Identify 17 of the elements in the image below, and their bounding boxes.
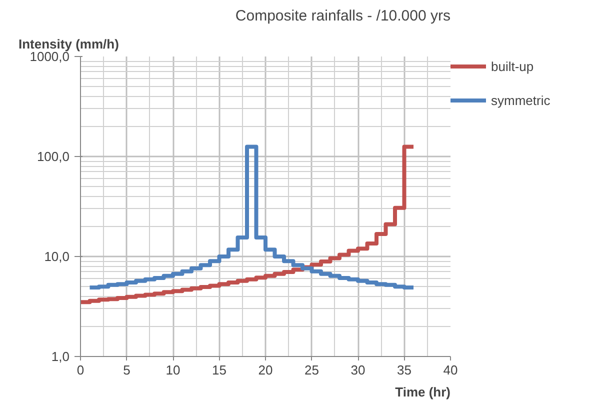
- y-tick-label: 100,0: [36, 149, 70, 164]
- y-tick-label: 1,0: [51, 349, 70, 364]
- chart-title: Composite rainfalls - /10.000 yrs: [235, 8, 451, 24]
- legend-label: symmetric: [491, 92, 550, 108]
- x-tick-label: 0: [76, 362, 84, 378]
- y-tick-label: 10,0: [44, 249, 70, 264]
- x-tick-label: 35: [397, 362, 412, 378]
- x-tick-label: 15: [212, 362, 226, 378]
- x-tick-label: 30: [350, 362, 366, 378]
- x-tick-label: 40: [443, 362, 458, 378]
- legend-label: built-up: [491, 58, 534, 74]
- x-tick-label: 5: [123, 362, 130, 378]
- x-axis-title: Time (hr): [395, 384, 451, 400]
- x-tick-label: 10: [166, 362, 180, 378]
- x-tick-label: 20: [258, 362, 273, 378]
- y-axis-title: Intensity (mm/h): [18, 36, 119, 52]
- x-tick-label: 25: [304, 362, 319, 378]
